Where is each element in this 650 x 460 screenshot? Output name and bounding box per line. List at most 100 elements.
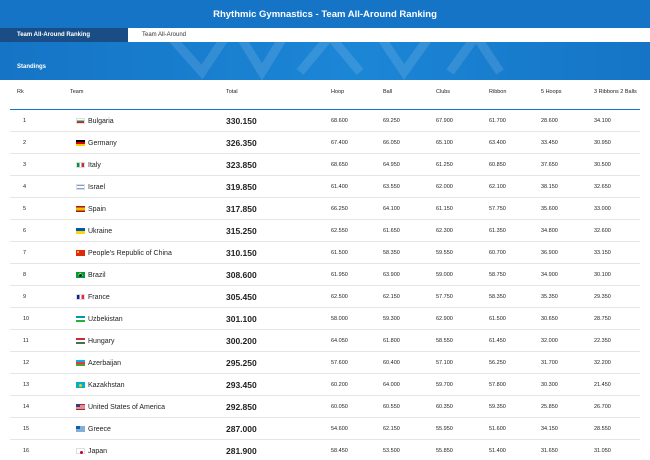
5-hoops-cell: 37.650 [541,162,558,168]
table-row[interactable]: 3 Italy 323.850 68.650 64.950 61.250 60.… [10,154,640,176]
5-hoops-cell: 34.150 [541,426,558,432]
5-hoops-cell: 38.150 [541,184,558,190]
team-cell: People's Republic of China [76,242,236,264]
rank-cell: 2 [23,140,27,146]
team-name: Israel [88,183,106,191]
col-clubs-header[interactable]: Clubs [436,89,451,95]
table-row[interactable]: 16 Japan 281.900 58.450 53.500 55.850 51… [10,440,640,460]
col-rank-header[interactable]: Rk [17,89,24,95]
table-row[interactable]: 9 France 305.450 62.500 62.150 57.750 58… [10,286,640,308]
team-cell: Germany [76,132,236,154]
col-5-hoops-header[interactable]: 5 Hoops [541,89,562,95]
team-cell: United States of America [76,396,236,418]
team-name: Uzbekistan [88,315,123,323]
total-cell: 310.150 [226,248,257,258]
3-ribbons-2-balls-cell: 21.450 [594,382,611,388]
tab-label: Team All-Around [142,32,187,38]
ball-cell: 60.400 [383,360,400,366]
rank-cell: 1 [23,118,27,124]
italy-flag-icon [76,162,85,168]
hoop-cell: 68.650 [331,162,348,168]
team-name: Spain [88,205,106,213]
team-name: Japan [88,447,108,455]
col-3-ribbons-2-balls-header[interactable]: 3 Ribbons 2 Balls [594,89,637,95]
5-hoops-cell: 34.800 [541,228,558,234]
table-row[interactable]: 6 Ukraine 315.250 62.550 61.650 62.300 6… [10,220,640,242]
clubs-cell: 62.900 [436,316,453,322]
total-cell: 292.850 [226,402,257,412]
ribbon-cell: 59.350 [489,404,506,410]
3-ribbons-2-balls-cell: 29.350 [594,294,611,300]
clubs-cell: 55.950 [436,426,453,432]
tab-team-all-around[interactable]: Team All-Around [142,28,186,42]
table-header: Rk Team Total Hoop Ball Clubs Ribbon 5 H… [10,80,640,110]
3-ribbons-2-balls-cell: 30.500 [594,162,611,168]
5-hoops-cell: 34.900 [541,272,558,278]
ball-cell: 63.550 [383,184,400,190]
table-row[interactable]: 2 Germany 326.350 67.400 66.050 65.100 6… [10,132,640,154]
germany-flag-icon [76,140,85,146]
hoop-cell: 60.050 [331,404,348,410]
clubs-cell: 59.000 [436,272,453,278]
standings-banner: Standings [0,42,650,80]
brazil-flag-icon [76,272,85,278]
table-row[interactable]: 15 Greece 287.000 54.600 62.150 55.950 5… [10,418,640,440]
rank-cell: 3 [23,162,27,168]
banner-pattern [169,42,504,80]
clubs-cell: 62.300 [436,228,453,234]
ball-cell: 61.800 [383,338,400,344]
team-name: France [88,293,110,301]
team-name: Azerbaijan [88,359,122,367]
ribbon-cell: 56.250 [489,360,506,366]
col-ball-header[interactable]: Ball [383,89,393,95]
tab-team-all-around-ranking[interactable]: Team All-Around Ranking [0,28,128,42]
5-hoops-cell: 32.000 [541,338,558,344]
total-cell: 317.850 [226,204,257,214]
total-cell: 287.000 [226,424,257,434]
team-name: Italy [88,161,101,169]
table-row[interactable]: 5 Spain 317.850 66.250 64.100 61.150 57.… [10,198,640,220]
hoop-cell: 68.600 [331,118,348,124]
table-row[interactable]: 11 Hungary 300.200 64.050 61.800 58.550 … [10,330,640,352]
3-ribbons-2-balls-cell: 28.550 [594,426,611,432]
ribbon-cell: 61.350 [489,228,506,234]
table-row[interactable]: 8 Brazil 308.600 61.950 63.900 59.000 58… [10,264,640,286]
israel-flag-icon [76,184,85,190]
total-cell: 330.150 [226,116,257,126]
hoop-cell: 58.000 [331,316,348,322]
col-team-header[interactable]: Team [70,89,84,95]
total-cell: 300.200 [226,336,257,346]
5-hoops-cell: 30.300 [541,382,558,388]
3-ribbons-2-balls-cell: 33.150 [594,250,611,256]
table-row[interactable]: 13 Kazakhstan 293.450 60.200 64.000 59.7… [10,374,640,396]
3-ribbons-2-balls-cell: 30.100 [594,272,611,278]
page-title: Rhythmic Gymnastics - Team All-Around Ra… [0,0,650,28]
kazakhstan-flag-icon [76,382,85,388]
team-cell: Bulgaria [76,110,236,132]
table-row[interactable]: 7 People's Republic of China 310.150 61.… [10,242,640,264]
section-title: Standings [17,64,47,70]
table-row[interactable]: 12 Azerbaijan 295.250 57.600 60.400 57.1… [10,352,640,374]
col-ribbon-header[interactable]: Ribbon [489,89,507,95]
3-ribbons-2-balls-cell: 33.000 [594,206,611,212]
table-row[interactable]: 4 Israel 319.850 61.400 63.550 62.000 62… [10,176,640,198]
ball-cell: 64.000 [383,382,400,388]
5-hoops-cell: 30.650 [541,316,558,322]
total-cell: 315.250 [226,226,257,236]
page-title-text: Rhythmic Gymnastics - Team All-Around Ra… [213,8,437,20]
rank-cell: 4 [23,184,27,190]
ball-cell: 66.050 [383,140,400,146]
col-hoop-header[interactable]: Hoop [331,89,345,95]
team-name: People's Republic of China [88,249,172,257]
table-row[interactable]: 14 United States of America 292.850 60.0… [10,396,640,418]
table-row[interactable]: 10 Uzbekistan 301.100 58.000 59.300 62.9… [10,308,640,330]
team-cell: Spain [76,198,236,220]
3-ribbons-2-balls-cell: 30.950 [594,140,611,146]
col-total-header[interactable]: Total [226,89,238,95]
table-row[interactable]: 1 Bulgaria 330.150 68.600 69.250 67.900 … [10,110,640,132]
5-hoops-cell: 35.350 [541,294,558,300]
spain-flag-icon [76,206,85,212]
3-ribbons-2-balls-cell: 22.350 [594,338,611,344]
rank-cell: 13 [23,382,30,388]
greece-flag-icon [76,426,85,432]
